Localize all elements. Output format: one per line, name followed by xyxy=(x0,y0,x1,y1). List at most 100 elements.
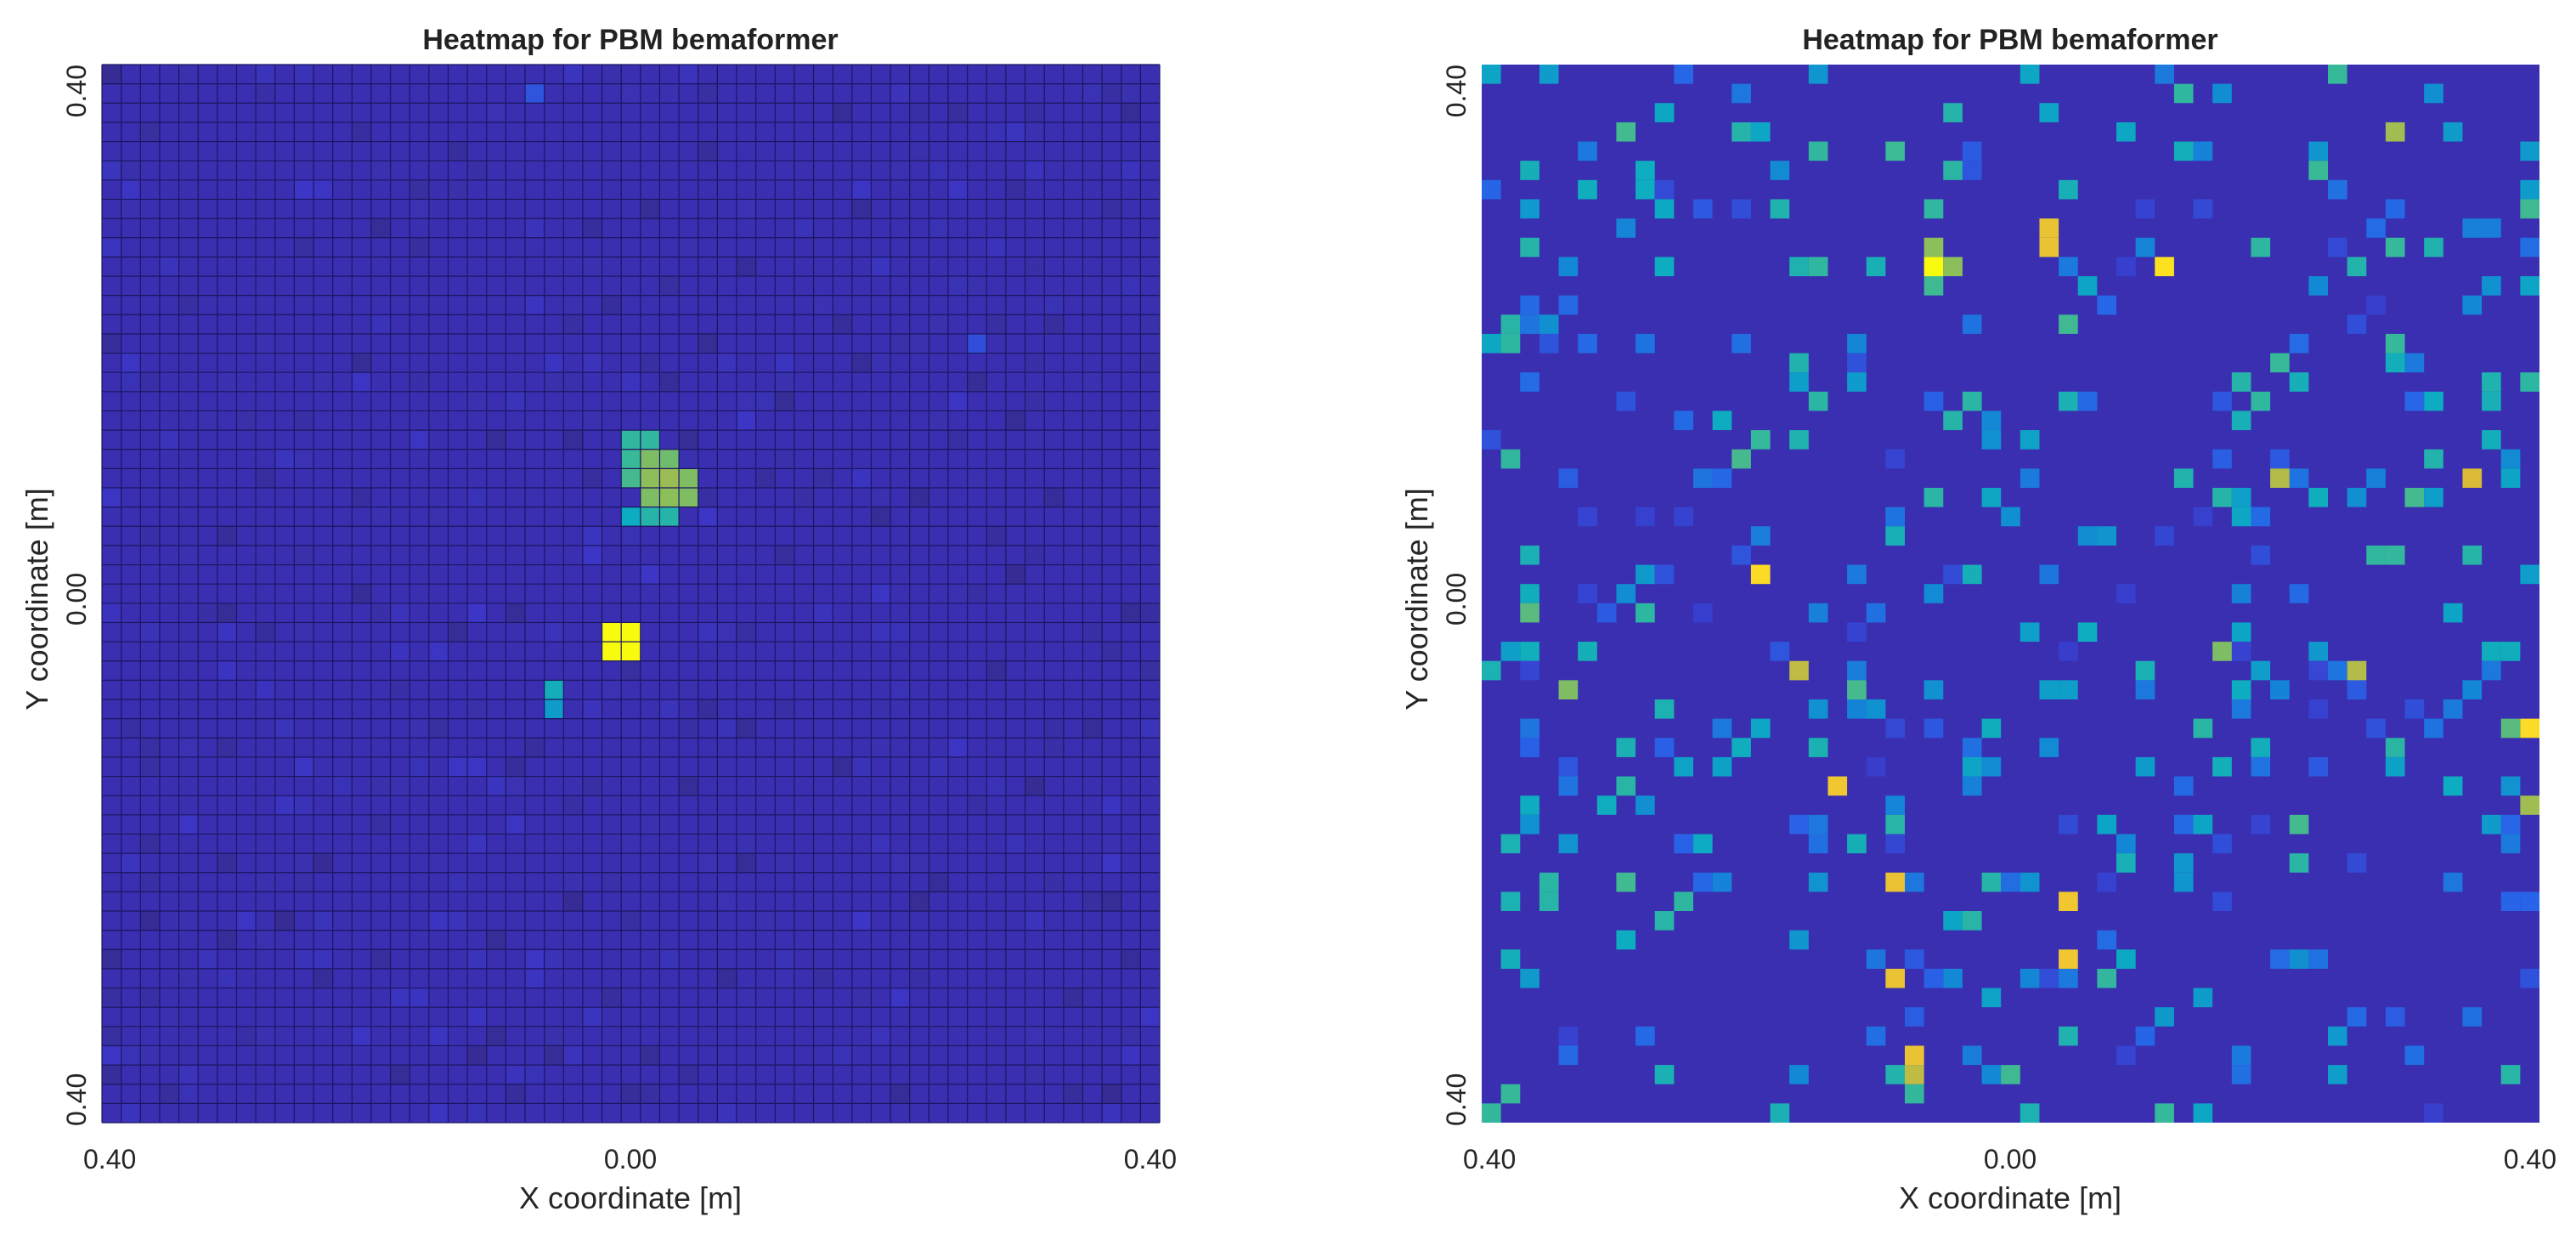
heatmap-cell xyxy=(256,872,275,892)
heatmap-cell xyxy=(140,988,160,1008)
heatmap-cell xyxy=(679,449,698,469)
heatmap-cell xyxy=(602,872,622,892)
heatmap-cell xyxy=(2520,718,2539,739)
heatmap-cell xyxy=(410,199,429,219)
heatmap-cell xyxy=(1808,65,1828,84)
heatmap-cell xyxy=(775,853,794,873)
heatmap-cell xyxy=(448,911,468,931)
heatmap-cell xyxy=(948,179,968,200)
heatmap-gridlines xyxy=(101,64,1161,1124)
heatmap-cell xyxy=(909,968,929,988)
heatmap-cell xyxy=(467,488,487,507)
heatmap-cell xyxy=(2443,872,2463,892)
heatmap-cell xyxy=(352,1026,371,1046)
heatmap-cell xyxy=(1102,83,1121,104)
heatmap-cell xyxy=(679,1065,698,1084)
heatmap-cell xyxy=(370,814,391,835)
heatmap-cell xyxy=(2135,237,2155,258)
heatmap-cell xyxy=(178,1084,199,1104)
heatmap-cell xyxy=(2328,1065,2347,1084)
heatmap-cell xyxy=(986,314,1006,334)
heatmap-cell xyxy=(2231,1045,2251,1066)
heatmap-cell xyxy=(2135,199,2155,219)
heatmap-cell xyxy=(2520,179,2539,200)
heatmap-cell xyxy=(525,738,545,757)
heatmap-cell xyxy=(2482,814,2501,835)
heatmap-cell xyxy=(1025,161,1045,180)
heatmap-cell xyxy=(2308,276,2328,296)
heatmap-cell xyxy=(2231,410,2251,431)
heatmap-cell xyxy=(2520,237,2539,258)
heatmap-cell xyxy=(621,911,641,931)
heatmap-cell xyxy=(775,949,794,969)
heatmap-cell xyxy=(2077,276,2098,296)
heatmap-cell xyxy=(2251,738,2271,757)
heatmap-cell xyxy=(813,295,833,315)
heatmap-cell xyxy=(871,834,891,854)
heatmap-cell xyxy=(370,507,391,527)
heatmap-cell xyxy=(1025,257,1045,276)
heatmap-cell xyxy=(178,911,199,931)
heatmap-cell xyxy=(2097,814,2116,835)
heatmap-cell xyxy=(2289,333,2309,354)
heatmap-cell xyxy=(563,65,583,84)
heatmap-cell xyxy=(563,892,583,911)
heatmap-cell xyxy=(1539,333,1559,354)
heatmap-cell xyxy=(2308,949,2328,969)
heatmap-cell xyxy=(217,526,237,546)
heatmap-cell xyxy=(2347,257,2367,276)
heatmap-cell xyxy=(2482,276,2501,296)
heatmap-cell xyxy=(1981,488,2002,507)
heatmap-cell xyxy=(1924,199,1944,219)
heatmap-cell xyxy=(737,391,756,411)
heatmap-cell xyxy=(1063,988,1083,1008)
heatmap-cell xyxy=(871,507,891,527)
heatmap-cell xyxy=(1558,756,1579,777)
heatmap-cell xyxy=(794,488,814,507)
heatmap-cell xyxy=(986,237,1006,258)
heatmap-cell xyxy=(486,103,506,122)
heatmap-cell xyxy=(1789,372,1809,392)
heatmap-cell xyxy=(640,449,660,469)
heatmap-cell xyxy=(2001,872,2020,892)
heatmap-cell xyxy=(2328,1026,2347,1046)
heatmap-cell xyxy=(159,1084,179,1104)
heatmap-cell xyxy=(2116,1045,2136,1066)
heatmap-cell xyxy=(679,430,698,450)
heatmap-cell xyxy=(2212,488,2232,507)
heatmap-cell xyxy=(1731,83,1751,104)
heatmap-cell xyxy=(1905,1045,1924,1066)
heatmap-cell xyxy=(1905,949,1924,969)
heatmap-cell xyxy=(525,218,545,238)
heatmap-cell xyxy=(467,603,487,623)
heatmap-cell xyxy=(1731,449,1751,469)
heatmap-left-svg: Heatmap for PBM bemaformer 0.40 0.00 0.4… xyxy=(20,24,1177,1215)
heatmap-cell xyxy=(698,853,718,873)
heatmap-cell xyxy=(582,545,602,565)
heatmap-cell xyxy=(2424,237,2443,258)
heatmap-cell xyxy=(929,872,948,892)
heatmap-cell xyxy=(1025,776,1045,796)
heatmap-cell xyxy=(410,237,429,258)
heatmap-cell xyxy=(140,738,160,757)
y-tick-label: 0.40 xyxy=(61,65,92,117)
heatmap-cell xyxy=(1866,699,1886,719)
y-tick-label: 0.40 xyxy=(61,1073,92,1126)
heatmap-cell xyxy=(2424,488,2443,507)
heatmap-cell xyxy=(1616,391,1636,411)
heatmap-cell xyxy=(563,430,583,450)
heatmap-cell xyxy=(2328,237,2347,258)
heatmap-cell xyxy=(775,699,794,719)
heatmap-cell xyxy=(1121,103,1141,122)
heatmap-cell xyxy=(1962,756,1982,777)
heatmap-cell xyxy=(2520,141,2539,161)
heatmap-cell xyxy=(871,488,891,507)
heatmap-cell xyxy=(467,161,487,180)
heatmap-cell xyxy=(121,853,141,873)
heatmap-cell xyxy=(2059,391,2078,411)
heatmap-cell xyxy=(1924,391,1944,411)
heatmap-cell xyxy=(1693,872,1713,892)
heatmap-cell xyxy=(621,372,641,392)
heatmap-cell xyxy=(1847,834,1867,854)
heatmap-cell xyxy=(909,488,929,507)
